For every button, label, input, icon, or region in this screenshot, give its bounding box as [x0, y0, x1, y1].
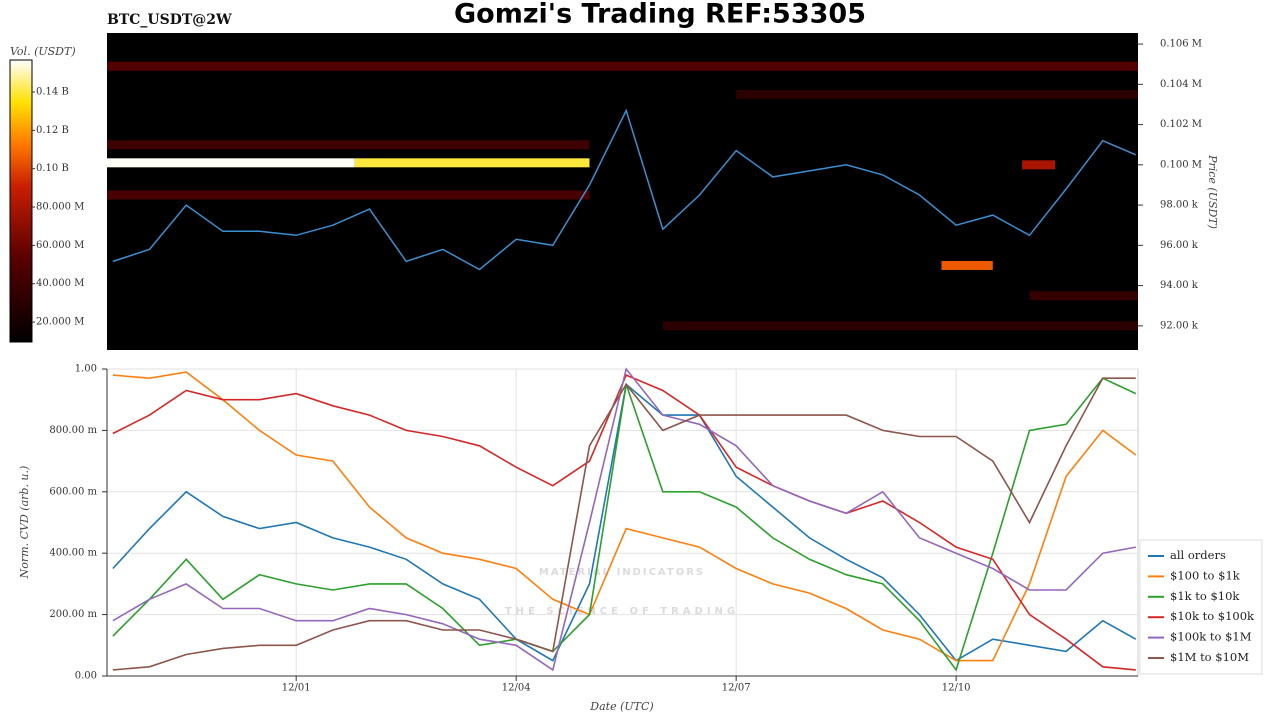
y-axis-label: Price (USDT)	[1206, 154, 1219, 229]
heatmap-band	[107, 190, 590, 200]
legend-label: $1k to $10k	[1170, 589, 1240, 603]
x-tick-label: 12/01	[282, 683, 311, 694]
y-tick-label: 400.00 m	[49, 548, 97, 559]
heatmap-band	[107, 158, 355, 168]
x-tick-label: 12/10	[942, 683, 971, 694]
colorbar-tick-label: 0.10 B	[36, 163, 69, 174]
colorbar-tick-label: 80.000 M	[36, 202, 84, 213]
legend-label: all orders	[1170, 548, 1226, 562]
heatmap-band	[107, 140, 590, 150]
y-tick-label: 0.00	[75, 671, 97, 682]
legend-box	[1139, 539, 1263, 675]
y-tick-label: 1.00	[75, 364, 97, 375]
colorbar-tick-label: 0.14 B	[36, 87, 69, 98]
heatmap-band	[1022, 160, 1056, 170]
heatmap-band	[941, 260, 993, 270]
y-tick-label: 200.00 m	[49, 609, 97, 620]
heatmap-band	[1029, 291, 1138, 301]
y-tick-label: 94.00 k	[1160, 280, 1199, 291]
heatmap-band	[354, 158, 590, 168]
x-tick-label: 12/07	[722, 683, 751, 694]
x-axis-label: Date (UTC)	[589, 700, 653, 713]
plot-area	[106, 368, 1139, 677]
data-line	[112, 108, 1137, 271]
legend-label: $100k to $1M	[1170, 630, 1252, 644]
y-tick-label: 600.00 m	[49, 486, 97, 497]
legend-label: $100 to $1k	[1170, 568, 1241, 582]
data-line	[112, 371, 1137, 662]
data-line	[112, 374, 1136, 671]
y-tick-label: 96.00 k	[1160, 240, 1199, 251]
legend-label: $10k to $100k	[1170, 609, 1255, 623]
heatmap-band	[736, 89, 1138, 99]
colorbar-tick-label: 20.000 M	[36, 317, 84, 328]
colorbar-tick-label: 60.000 M	[36, 240, 84, 251]
y-tick-label: 0.106 M	[1160, 39, 1202, 50]
data-line	[112, 377, 1136, 671]
chart-title: BTC_USDT@2W	[107, 12, 232, 28]
y-tick-label: 0.100 M	[1160, 159, 1202, 170]
y-axis-label: Norm. CVD (arb. u.)	[18, 466, 31, 580]
colorbar-label: Vol. (USDT)	[10, 45, 76, 58]
watermark: MATERIAL INDICATORS	[539, 567, 705, 578]
y-tick-label: 92.00 k	[1160, 320, 1199, 331]
legend-label: $1M to $10M	[1170, 650, 1249, 664]
data-line	[112, 367, 1136, 672]
y-tick-label: 98.00 k	[1160, 200, 1199, 211]
x-tick-label: 12/04	[502, 683, 531, 694]
heatmap-band	[107, 61, 1138, 71]
page-title: Gomzi's Trading REF:53305	[454, 0, 866, 30]
colorbar	[9, 59, 33, 343]
y-tick-label: 800.00 m	[49, 425, 97, 436]
colorbar-tick-label: 0.12 B	[36, 125, 69, 136]
y-tick-label: 0.104 M	[1160, 79, 1202, 90]
heatmap-band	[662, 321, 1138, 331]
y-tick-label: 0.102 M	[1160, 119, 1202, 130]
watermark: THE SCIENCE OF TRADING	[505, 606, 739, 617]
colorbar-tick-label: 40.000 M	[36, 278, 84, 289]
